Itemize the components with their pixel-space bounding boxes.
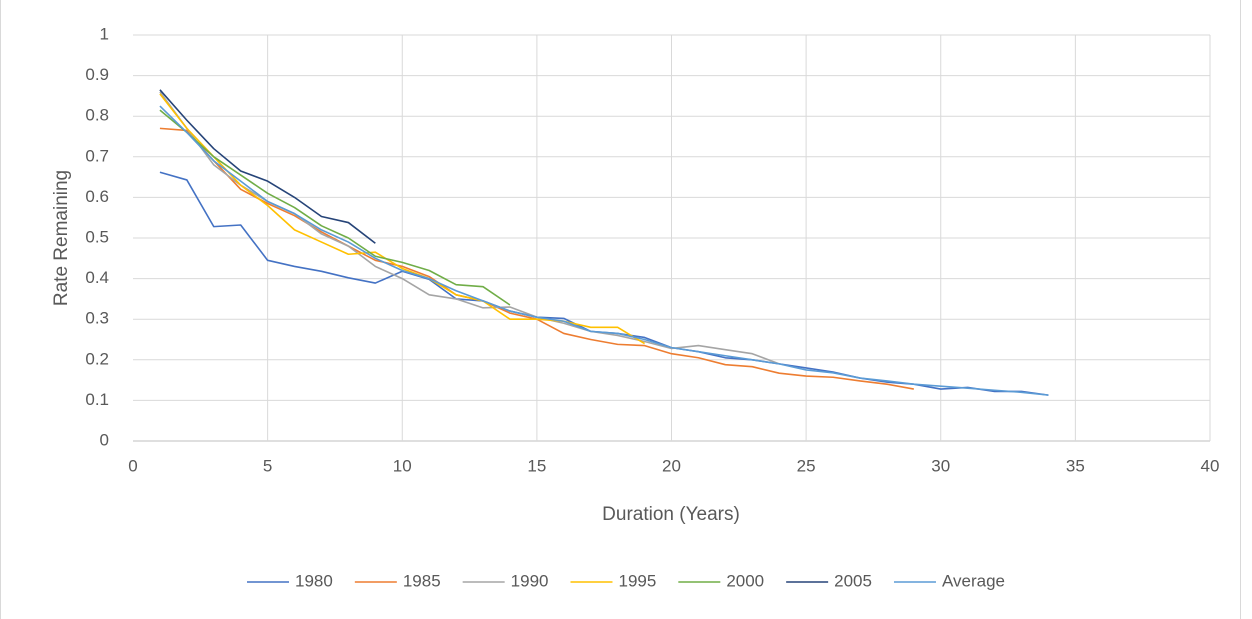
legend-label: 1995 [618,571,656,590]
series-line [159,105,1049,396]
x-axis-title: Duration (Years) [602,504,740,525]
y-tick-label: 0.5 [85,227,109,246]
legend-label: 2005 [834,571,872,590]
legend-label: 1990 [511,571,549,590]
legend-label: 1980 [295,571,333,590]
legend-label: Average [942,571,1005,590]
y-tick-label: 1 [100,24,109,43]
x-tick-label: 5 [263,456,272,475]
x-tick-label: 15 [527,456,546,475]
y-tick-label: 0 [100,430,109,449]
y-tick-label: 0.7 [85,146,109,165]
x-tick-label: 25 [797,456,816,475]
y-tick-label: 0.6 [85,187,109,206]
x-tick-label: 0 [128,456,137,475]
y-tick-label: 0.4 [85,268,109,287]
y-tick-label: 0.1 [85,390,109,409]
x-tick-label: 35 [1066,456,1085,475]
series-line [159,89,376,244]
legend-label: 1985 [403,571,441,590]
x-tick-label: 10 [393,456,412,475]
legend-label: 2000 [726,571,764,590]
series-line [159,109,511,306]
y-tick-label: 0.9 [85,65,109,84]
y-tick-label: 0.8 [85,106,109,125]
y-tick-label: 0.3 [85,309,109,328]
x-tick-label: 40 [1201,456,1220,475]
x-tick-label: 20 [662,456,681,475]
y-tick-label: 0.2 [85,349,109,368]
y-axis-title: Rate Remaining [51,170,72,306]
x-tick-label: 30 [931,456,950,475]
